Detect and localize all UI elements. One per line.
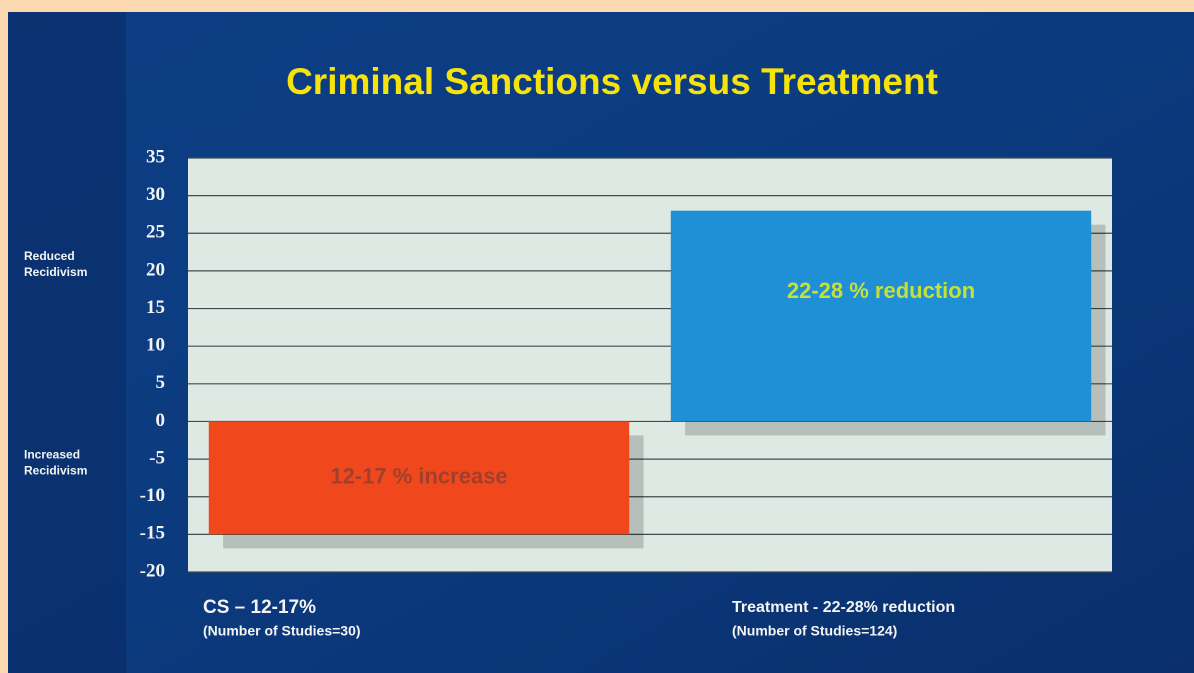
y-tick-label: 10 [146,335,165,356]
chart-title: Criminal Sanctions versus Treatment [286,61,938,102]
x-category-label: CS – 12-17% [203,597,316,618]
y-tick-label: 15 [146,297,165,318]
y-side-label: Reduced [24,249,75,263]
y-side-label: Recidivism [24,463,87,477]
y-tick-label: 35 [146,146,165,167]
y-tick-label: -5 [149,447,165,468]
y-tick-label: 30 [146,184,165,205]
bar [208,421,630,535]
bar [670,210,1092,422]
y-tick-label: 5 [156,372,166,393]
y-tick-label: 20 [146,259,165,280]
x-category-note: (Number of Studies=124) [732,623,897,639]
x-category-note: (Number of Studies=30) [203,623,361,639]
y-tick-label: -15 [140,523,165,544]
y-side-label: Increased [24,447,80,461]
y-side-label: Recidivism [24,265,87,279]
y-tick-label: -10 [140,485,165,506]
y-tick-label: 25 [146,222,165,243]
slide-side-band [8,12,126,673]
y-tick-label: -20 [140,560,165,581]
bar-annotation: 12-17 % increase [330,464,507,489]
bar-annotation: 22-28 % reduction [787,278,975,303]
y-tick-label: 0 [156,410,166,431]
x-category-label: Treatment - 22-28% reduction [732,599,955,616]
